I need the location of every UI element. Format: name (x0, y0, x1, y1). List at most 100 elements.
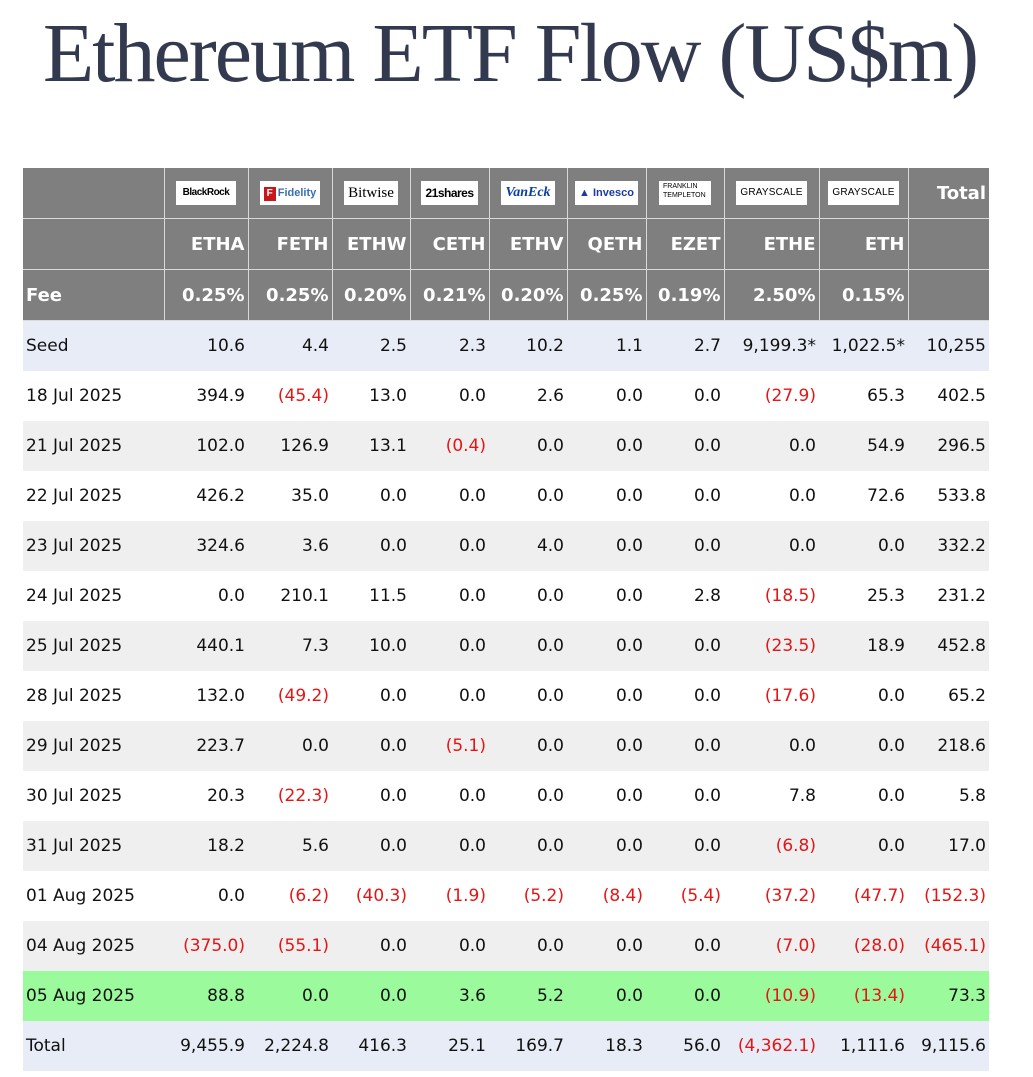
flow-cell: 18.2 (164, 821, 248, 871)
flow-cell: (28.0) (819, 921, 908, 971)
flow-cell: (0.4) (410, 421, 489, 471)
row-label: 24 Jul 2025 (23, 571, 164, 621)
flow-cell: 0.0 (410, 671, 489, 721)
fee-cell: 2.50% (724, 269, 820, 321)
flow-cell: 0.0 (332, 671, 410, 721)
flow-cell: 223.7 (164, 721, 248, 771)
table-row: 22 Jul 2025 426.2 35.0 0.0 0.0 0.0 0.0 0.0 0.0 72… (23, 471, 989, 521)
flow-cell: 10.2 (489, 320, 567, 371)
flow-cell: 0.0 (646, 471, 724, 521)
flow-cell: 13.0 (332, 371, 410, 421)
flow-cell: 0.0 (567, 771, 646, 821)
flow-cell: 416.3 (332, 1021, 410, 1071)
table-row: 24 Jul 2025 0.0 210.1 11.5 0.0 0.0 0.0 2.8 (18.5… (23, 571, 989, 621)
flow-cell: 0.0 (567, 521, 646, 571)
flow-cell: 440.1 (164, 621, 248, 671)
flow-cell: 0.0 (410, 371, 489, 421)
row-label: 22 Jul 2025 (23, 471, 164, 521)
ticker-cell: ETHE (724, 218, 820, 270)
fee-row: Fee 0.25% 0.25% 0.20% 0.21% 0.20% 0.25% … (23, 269, 989, 321)
flow-cell: (6.2) (248, 871, 332, 921)
flow-cell: 0.0 (646, 421, 724, 471)
flow-cell: 0.0 (724, 521, 819, 571)
row-total-cell: 10,255 (908, 320, 989, 371)
flow-cell: 0.0 (489, 671, 567, 721)
row-label: 18 Jul 2025 (23, 371, 164, 421)
flow-cell: 210.1 (248, 571, 332, 621)
flow-cell: 0.0 (489, 821, 567, 871)
flow-cell: (7.0) (724, 921, 819, 971)
flow-cell: 4.4 (248, 320, 332, 371)
row-label: 21 Jul 2025 (23, 421, 164, 471)
flow-cell: 7.8 (724, 771, 819, 821)
row-total-cell: (152.3) (908, 871, 989, 921)
fee-cell: 0.15% (819, 269, 909, 321)
flow-cell: 20.3 (164, 771, 248, 821)
grayscale-logo-eth: GRAYSCALE (828, 181, 899, 205)
ticker-cell: CETH (410, 218, 490, 270)
flow-cell: (23.5) (724, 621, 819, 671)
flow-cell: (37.2) (724, 871, 819, 921)
flow-cell: 72.6 (819, 471, 908, 521)
flow-cell: (4,362.1) (724, 1021, 819, 1071)
table-row: 18 Jul 2025 394.9 (45.4) 13.0 0.0 2.6 0.0 0.0 (2… (23, 371, 989, 421)
flow-cell: 0.0 (819, 771, 908, 821)
flow-cell: (45.4) (248, 371, 332, 421)
flow-cell: (22.3) (248, 771, 332, 821)
flow-cell: 18.9 (819, 621, 908, 671)
flow-cell: 11.5 (332, 571, 410, 621)
flow-cell: 25.3 (819, 571, 908, 621)
seed-row: Seed 10.6 4.4 2.5 2.3 10.2 1.1 2.7 9,199.3* 1,022… (23, 320, 989, 371)
flow-cell: 25.1 (410, 1021, 489, 1071)
flow-cell: 0.0 (332, 471, 410, 521)
flow-cell: 2.8 (646, 571, 724, 621)
row-label: 28 Jul 2025 (23, 671, 164, 721)
ticker-cell: QETH (567, 218, 647, 270)
row-label: 04 Aug 2025 (23, 921, 164, 971)
table-row: 29 Jul 2025 223.7 0.0 0.0 (5.1) 0.0 0.0 0.0 0.0 0… (23, 721, 989, 771)
flow-cell: (5.1) (410, 721, 489, 771)
row-label: 25 Jul 2025 (23, 621, 164, 671)
flow-cell: 0.0 (646, 971, 724, 1021)
invesco-logo: ▲ Invesco (575, 181, 638, 205)
row-total-cell: 218.6 (908, 721, 989, 771)
flow-cell: 0.0 (819, 821, 908, 871)
row-label: 31 Jul 2025 (23, 821, 164, 871)
flow-cell: 54.9 (819, 421, 908, 471)
flow-cell: 56.0 (646, 1021, 724, 1071)
row-total-cell: 402.5 (908, 371, 989, 421)
flow-cell: 0.0 (248, 971, 332, 1021)
page-title: Ethereum ETF Flow (US$m) (42, 7, 979, 100)
flow-cell: 0.0 (410, 771, 489, 821)
table-row: 25 Jul 2025 440.1 7.3 10.0 0.0 0.0 0.0 0.0 (23.5… (23, 621, 989, 671)
flow-cell: 0.0 (646, 921, 724, 971)
total-header: Total (908, 168, 989, 219)
flow-cell: (10.9) (724, 971, 819, 1021)
flow-cell: 0.0 (567, 821, 646, 871)
flow-cell: 0.0 (489, 621, 567, 671)
vaneck-logo: VanEck (501, 181, 555, 205)
flow-cell: 65.3 (819, 371, 908, 421)
fee-cell: 0.21% (410, 269, 490, 321)
flow-cell: 0.0 (567, 671, 646, 721)
flow-cell: 10.0 (332, 621, 410, 671)
21shares-logo: 21shares (421, 181, 478, 205)
flow-cell: 0.0 (567, 971, 646, 1021)
row-total-cell: 231.2 (908, 571, 989, 621)
table-row: 04 Aug 2025 (375.0) (55.1) 0.0 0.0 0.0 0.0 0.0(… (23, 921, 989, 971)
flow-cell: 0.0 (646, 671, 724, 721)
row-label: 30 Jul 2025 (23, 771, 164, 821)
flow-cell: 0.0 (489, 771, 567, 821)
ticker-cell: ETHA (164, 218, 249, 270)
flow-cell: 0.0 (567, 421, 646, 471)
grayscale-logo-ethe: GRAYSCALE (736, 181, 807, 205)
flow-cell: 9,455.9 (164, 1021, 248, 1071)
flow-cell: 18.3 (567, 1021, 646, 1071)
fee-cell: 0.20% (489, 269, 568, 321)
table-row: 30 Jul 2025 20.3 (22.3) 0.0 0.0 0.0 0.0 0.0 7.8 0… (23, 771, 989, 821)
ticker-cell: ETHV (489, 218, 568, 270)
flow-cell: (47.7) (819, 871, 908, 921)
flow-cell: 5.6 (248, 821, 332, 871)
row-total-cell: (465.1) (908, 921, 989, 971)
ticker-row: ETHA FETH ETHW CETH ETHV QETH EZET ETHE … (23, 218, 989, 270)
